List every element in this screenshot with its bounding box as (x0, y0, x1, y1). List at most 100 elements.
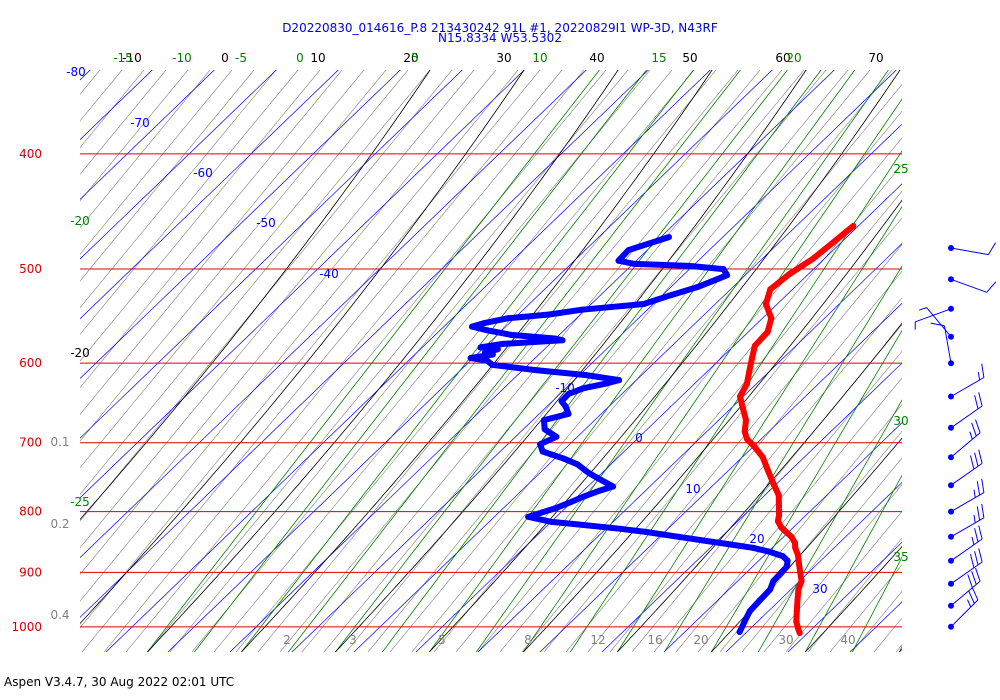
wind-barb-flag (967, 574, 973, 588)
dry-adiabat-line (849, 601, 902, 652)
mixing-ratio-line (279, 70, 761, 652)
dewpoint-point (482, 349, 488, 356)
wind-barb-flag (975, 419, 981, 433)
dewpoint-point (489, 351, 496, 358)
mixing-ratio-line (873, 617, 902, 652)
temperature-point (795, 586, 802, 593)
dewpoint-point (783, 563, 790, 570)
isotherm-line (80, 70, 431, 521)
mixing-ratio-line (609, 297, 902, 652)
temperature-point (796, 560, 802, 567)
mixing-ratio-line (191, 70, 673, 652)
temperature-point (792, 539, 798, 546)
moist-adiabat-top-label: 20 (786, 51, 801, 65)
temperature-point (798, 578, 805, 584)
chart-subtitle: N15.8334 W53.5302 (438, 31, 562, 45)
dewpoint-point (565, 391, 572, 397)
dewpoint-point (583, 372, 590, 379)
dewpoint-point (558, 398, 565, 405)
mixing-ratio-line (80, 70, 431, 495)
wind-barb-staff (950, 432, 981, 458)
wind-barb-flag (977, 372, 981, 381)
moist-adiabat-top-label: 15 (651, 51, 666, 65)
mixing-ratio-line (103, 70, 585, 652)
dry-adiabat-line (80, 70, 277, 260)
dewpoint-point (597, 476, 604, 483)
wind-barb-flag (971, 422, 977, 437)
moist-adiabat-line (710, 329, 902, 652)
dewpoint-point (477, 344, 484, 351)
dry-adiabat-line (725, 481, 902, 652)
dewpoint-point (548, 518, 555, 525)
wind-barb-flag (970, 455, 975, 470)
mixing-ratio-line (0, 70, 12, 652)
wind-barb-staff (950, 405, 983, 429)
temperature-point (767, 286, 774, 293)
isotherm-top-label: 20 (403, 51, 418, 65)
dewpoint-point (665, 234, 672, 241)
isotherms (80, 70, 1000, 652)
dewpoint-point (642, 528, 649, 535)
dewpoint-point (553, 433, 560, 440)
wind-barb-flag (974, 528, 979, 543)
mixing-ratio-label: 3 (349, 633, 357, 647)
mixing-ratio-line (367, 70, 849, 652)
dry-adiabat-label: -60 (193, 166, 213, 180)
dry-adiabat-label: 10 (685, 482, 700, 496)
moist-adiabat-line (146, 70, 600, 652)
left-small-label: 0.4 (50, 608, 69, 622)
temperature-point (741, 428, 748, 435)
moist-adiabat-line (804, 474, 902, 652)
wind-barb-flag (971, 586, 979, 601)
mixing-ratio-line (80, 70, 211, 229)
wind-barb-flag (976, 481, 981, 496)
dry-adiabat-label: -40 (319, 267, 339, 281)
wind-barb-flag (978, 449, 983, 464)
wind-barb-flag (976, 506, 981, 521)
wind-barb-flag (987, 242, 997, 255)
mixing-ratio-line (631, 324, 902, 652)
moist-adiabat-line (757, 399, 902, 652)
mixing-ratio-line (81, 70, 563, 652)
dewpoint-point (489, 361, 496, 368)
temperature-point (775, 492, 782, 499)
dry-adiabat-label: -50 (256, 216, 276, 230)
mixing-ratio-line (521, 190, 902, 652)
dewpoint-point (596, 487, 603, 494)
mixing-ratio-line (80, 70, 387, 442)
dewpoint-point (756, 597, 763, 604)
moist-adiabat-top-label: 5 (411, 51, 419, 65)
dewpoint-point (767, 586, 774, 593)
moist-adiabat-side-label: -20 (70, 214, 90, 228)
isotherm-line (993, 70, 1000, 652)
bottom-temperature-label: 30 (778, 633, 793, 647)
mixing-ratio-line (543, 217, 902, 652)
temperature-point (762, 301, 769, 307)
wind-barb-flag (970, 554, 975, 568)
dewpoint-point (685, 262, 692, 269)
wind-barb-flag (918, 307, 927, 311)
moist-adiabat-top-label: 10 (532, 51, 547, 65)
dry-adiabat-line (539, 302, 902, 652)
footer-text: Aspen V3.4.7, 30 Aug 2022 02:01 UTC (4, 675, 235, 689)
mixing-ratio-line (785, 510, 902, 652)
dewpoint-point (484, 327, 491, 334)
dewpoint-point (616, 377, 623, 384)
wind-barb-flag (981, 478, 985, 493)
dry-adiabat-label: -20 (477, 342, 497, 356)
mixing-ratio-line (80, 70, 255, 282)
mixing-ratio-line (80, 70, 409, 469)
mixing-ratio-line (807, 537, 902, 652)
dewpoint-point (551, 335, 558, 342)
dry-adiabat-line (80, 70, 463, 439)
pressure-tick-label: 700 (19, 436, 42, 450)
temperature-point (743, 417, 749, 424)
isotherm-top-label: 60 (775, 51, 790, 65)
dewpoint-point (562, 403, 569, 410)
dewpoint-point (700, 537, 707, 544)
temperature-point (850, 223, 857, 229)
dewpoint-point (508, 331, 515, 338)
wind-barb-staff (950, 462, 983, 486)
moist-adiabat-line (193, 70, 647, 652)
dewpoint-point (481, 319, 488, 326)
